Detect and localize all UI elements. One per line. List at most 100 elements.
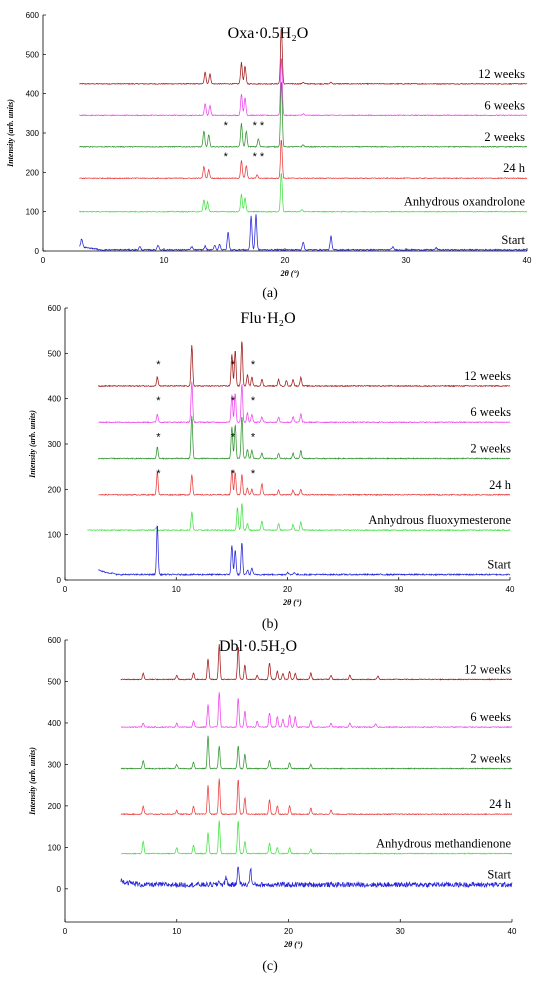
peak-asterisk: *	[253, 151, 258, 163]
y-tick-label: 600	[48, 304, 62, 313]
peak-asterisk: *	[156, 395, 161, 407]
series-line	[98, 381, 511, 424]
peak-asterisk: *	[251, 468, 256, 480]
x-tick-label: 0	[63, 927, 68, 936]
peak-asterisk: *	[224, 120, 229, 132]
peak-asterisk: *	[156, 468, 161, 480]
series-label: Anhydrous oxandrolone	[404, 195, 526, 209]
x-tick-label: 30	[394, 585, 403, 594]
series-line	[98, 415, 511, 460]
series-label: 6 weeks	[470, 710, 511, 724]
x-tick-label: 20	[284, 927, 293, 936]
peak-asterisk: *	[251, 395, 256, 407]
y-tick-label: 100	[26, 208, 40, 217]
peak-asterisk: *	[231, 468, 236, 480]
series-label: 24 h	[503, 161, 526, 175]
x-tick-label: 0	[41, 256, 46, 265]
series-line	[120, 866, 513, 889]
series-line	[98, 341, 511, 388]
panel-caption: (a)	[262, 286, 278, 301]
y-tick-label: 200	[26, 168, 40, 177]
y-tick-label: 0	[57, 576, 62, 585]
y-tick-label: 300	[48, 760, 62, 769]
series-line	[120, 820, 513, 855]
series-label: 24 h	[489, 797, 512, 811]
series-label: 6 weeks	[484, 98, 525, 112]
x-tick-label: 10	[172, 585, 181, 594]
series-label: 12 weeks	[464, 662, 511, 676]
x-tick-label: 30	[396, 927, 405, 936]
series-line	[120, 692, 513, 729]
y-tick-label: 100	[48, 843, 62, 852]
y-tick-label: 300	[26, 129, 40, 138]
series-line	[98, 525, 511, 577]
chart-title: Dbl·0.5H₂O	[219, 638, 297, 655]
x-tick-label: 0	[63, 585, 68, 594]
x-tick-label: 30	[402, 256, 411, 265]
y-axis-label: Intensity (arb. units)	[28, 747, 37, 816]
series-line	[120, 778, 513, 816]
y-axis-label: Intensity (arb. units)	[28, 410, 37, 479]
y-tick-label: 0	[57, 885, 62, 894]
series-label: Start	[501, 233, 525, 247]
panel-caption: (b)	[262, 617, 279, 632]
chart-panel-c: 0 100 200 300 400 500 600 0 10 20 30 40 2θ (°) Intens…	[28, 636, 517, 974]
y-tick-label: 500	[26, 50, 40, 59]
x-tick-label: 40	[508, 927, 517, 936]
series-line	[79, 58, 528, 117]
x-tick-label: 40	[523, 256, 532, 265]
series-line	[98, 469, 511, 497]
chart-title: Oxa·0.5H₂O	[228, 25, 309, 42]
peak-asterisk: *	[231, 432, 236, 444]
series-label: 2 weeks	[470, 442, 511, 456]
series-line	[79, 172, 528, 213]
peak-asterisk: *	[260, 120, 265, 132]
series-line	[79, 28, 528, 86]
peak-asterisk: *	[260, 151, 265, 163]
y-tick-label: 500	[48, 349, 62, 358]
y-tick-label: 200	[48, 802, 62, 811]
peak-asterisk: *	[231, 359, 236, 371]
series-line	[79, 81, 527, 148]
x-tick-label: 10	[160, 256, 169, 265]
series-label: 12 weeks	[464, 369, 511, 383]
y-tick-label: 600	[26, 11, 40, 20]
y-tick-label: 400	[26, 90, 40, 99]
series-label: 6 weeks	[470, 405, 511, 419]
panel-caption: (c)	[262, 959, 278, 974]
chart-panel-b: 0 100 200 300 400 500 600 0 10 20 30 40 2θ (°) Intens…	[28, 304, 515, 632]
series-label: 12 weeks	[478, 67, 525, 81]
y-tick-label: 100	[48, 531, 62, 540]
series-label: 24 h	[489, 478, 512, 492]
x-tick-label: 10	[172, 927, 181, 936]
series-label: Start	[487, 558, 511, 572]
y-tick-label: 400	[48, 719, 62, 728]
peak-asterisk: *	[224, 151, 229, 163]
x-axis-label: 2θ (°)	[280, 269, 300, 278]
series-line	[120, 643, 512, 681]
series-label: Anhydrous methandienone	[376, 837, 511, 851]
y-tick-label: 0	[35, 247, 40, 256]
chart-title: Flu·H₂O	[240, 310, 295, 327]
series-label: 2 weeks	[484, 130, 525, 144]
x-tick-label: 40	[506, 585, 515, 594]
peak-asterisk: *	[231, 395, 236, 407]
y-axis-label: Intensity (arb. units)	[6, 99, 15, 168]
peak-asterisk: *	[251, 432, 256, 444]
chart-panel-a: 0 100 200 300 400 500 600 0 10 20 30 40 2θ (°) Intens…	[6, 11, 532, 301]
series-line	[120, 735, 513, 770]
y-tick-label: 200	[48, 485, 62, 494]
series-label: 2 weeks	[470, 752, 511, 766]
x-axis-label: 2θ (°)	[283, 940, 303, 949]
x-tick-label: 20	[281, 256, 290, 265]
peak-asterisk: *	[156, 432, 161, 444]
series-label: Anhydrous fluoxymesterone	[368, 513, 511, 527]
y-tick-label: 500	[48, 677, 62, 686]
y-tick-label: 300	[48, 440, 62, 449]
y-tick-label: 400	[48, 395, 62, 404]
x-tick-label: 20	[283, 585, 292, 594]
peak-asterisk: *	[251, 359, 256, 371]
series-line	[79, 214, 528, 252]
x-axis-label: 2θ (°)	[282, 598, 302, 607]
